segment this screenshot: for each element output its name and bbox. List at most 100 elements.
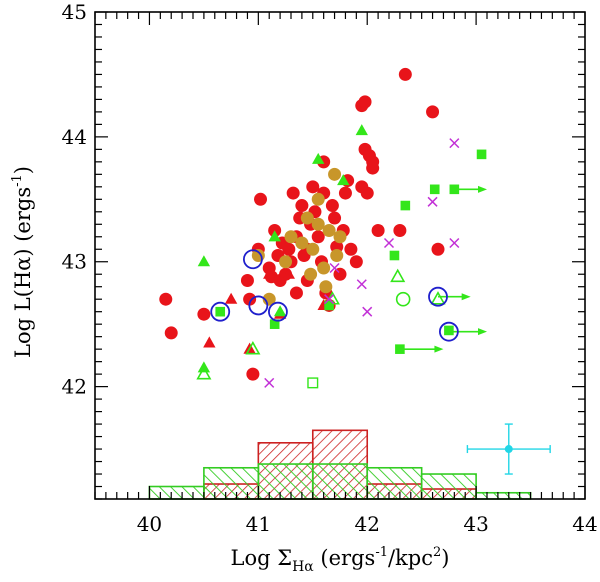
data-point-cross: [427, 196, 438, 207]
data-point-circle: [317, 261, 331, 275]
data-point-circle: [398, 67, 412, 81]
y-tick-labels: 42 43 44 45: [62, 0, 87, 399]
limit-arrow: [448, 328, 487, 336]
data-point-circle: [164, 326, 178, 340]
data-point-circle: [243, 292, 257, 306]
y-tick-label: 45: [62, 0, 87, 24]
data-point-open-circle: [395, 291, 411, 307]
data-point-square: [400, 200, 411, 211]
data-point-highlight-ring: [428, 286, 448, 307]
data-point-cross: [329, 262, 340, 274]
limit-arrow: [438, 293, 471, 301]
data-point-highlight-ring: [242, 249, 263, 270]
data-point-cross: [449, 138, 460, 149]
x-tick-label: 43: [463, 512, 488, 536]
data-point-square: [215, 306, 226, 317]
data-point-square: [324, 300, 334, 311]
x-tick-label: 42: [354, 512, 379, 536]
histogram-bar-green-4: [366, 466, 423, 500]
data-point-cross: [362, 306, 373, 317]
data-point-triangle: [268, 230, 281, 242]
data-point-triangle: [224, 292, 238, 304]
limit-arrow: [454, 185, 487, 193]
data-point-cross: [264, 377, 275, 388]
data-point-square: [476, 149, 487, 160]
data-point-circle: [426, 105, 440, 119]
data-point-circle: [289, 286, 303, 300]
limit-arrow: [399, 345, 444, 353]
y-tick-label: 44: [62, 125, 87, 149]
data-point-circle: [360, 186, 374, 200]
y-axis-label: Log L(Hα) (ergs-1): [10, 166, 35, 358]
data-point-circle: [328, 167, 342, 181]
x-axis-label: Log ΣHα (ergs-1/kpc2): [231, 545, 450, 575]
histogram-bar-green-3: [311, 463, 369, 500]
data-point-circle: [330, 249, 344, 262]
histogram-layer: [148, 429, 532, 500]
data-point-circle: [284, 230, 298, 244]
data-point-circle: [282, 242, 296, 256]
data-point-square: [444, 325, 454, 336]
data-point-cross: [356, 279, 367, 290]
data-point-circle: [325, 199, 339, 213]
data-point-circle: [333, 230, 347, 244]
error-bar-sample: [466, 423, 551, 475]
data-point-circle: [197, 307, 211, 321]
data-point-triangle: [337, 174, 350, 186]
x-tick-label: 40: [137, 512, 162, 536]
data-point-circle: [338, 186, 352, 200]
data-point-open-triangle: [430, 291, 446, 305]
data-point-circle: [322, 224, 336, 238]
data-point-triangle: [312, 152, 325, 164]
data-point-circle: [240, 273, 254, 287]
data-point-circle: [306, 180, 320, 194]
data-point-circle: [328, 211, 342, 225]
data-point-cross: [449, 237, 460, 249]
data-marks: [159, 67, 551, 475]
data-point-triangle: [263, 267, 276, 279]
data-point-circle: [311, 192, 325, 206]
data-point-highlight-ring: [438, 321, 459, 342]
data-point-triangle: [273, 305, 287, 317]
data-point-cross: [324, 294, 335, 305]
data-point-circle: [311, 230, 325, 244]
data-point-circle: [311, 217, 325, 231]
data-point-circle: [254, 192, 268, 206]
data-point-square: [269, 319, 280, 329]
data-point-circle: [349, 255, 363, 269]
data-point-open-triangle: [196, 365, 212, 380]
data-point-circle: [286, 186, 300, 200]
data-point-circle: [295, 236, 309, 250]
data-point-circle: [393, 224, 407, 238]
data-point-triangle: [355, 124, 368, 136]
data-point-square: [449, 184, 460, 195]
histogram-bar-green-6: [475, 491, 532, 500]
data-point-cross: [383, 237, 395, 249]
histogram-bar-green-2: [257, 463, 314, 500]
data-point-highlight-ring: [268, 301, 288, 322]
data-point-square: [395, 344, 405, 354]
data-point-circle: [371, 224, 385, 238]
y-tick-label: 42: [62, 375, 87, 399]
histogram-bar-green-1: [203, 466, 260, 500]
data-point-circle: [304, 267, 318, 281]
data-point-open-triangle: [245, 341, 261, 355]
data-point-triangle: [197, 255, 211, 267]
data-point-highlight-ring: [210, 301, 231, 322]
x-tick-label: 44: [572, 512, 597, 536]
axis-ticks: [94, 11, 586, 500]
data-point-circle: [306, 242, 320, 256]
data-point-square: [389, 250, 400, 261]
histogram-bar-green-5: [420, 473, 477, 500]
x-tick-labels: 40 41 42 43 44: [137, 512, 598, 536]
data-point-circle: [159, 292, 173, 306]
data-point-open-square: [307, 377, 319, 389]
data-point-circle: [366, 155, 380, 169]
data-point-circle: [431, 242, 445, 256]
data-point-triangle: [282, 267, 295, 279]
data-point-circle: [358, 95, 372, 109]
data-point-circle: [246, 367, 260, 381]
histogram-bar-green-0: [148, 485, 205, 500]
x-tick-label: 41: [246, 512, 271, 536]
